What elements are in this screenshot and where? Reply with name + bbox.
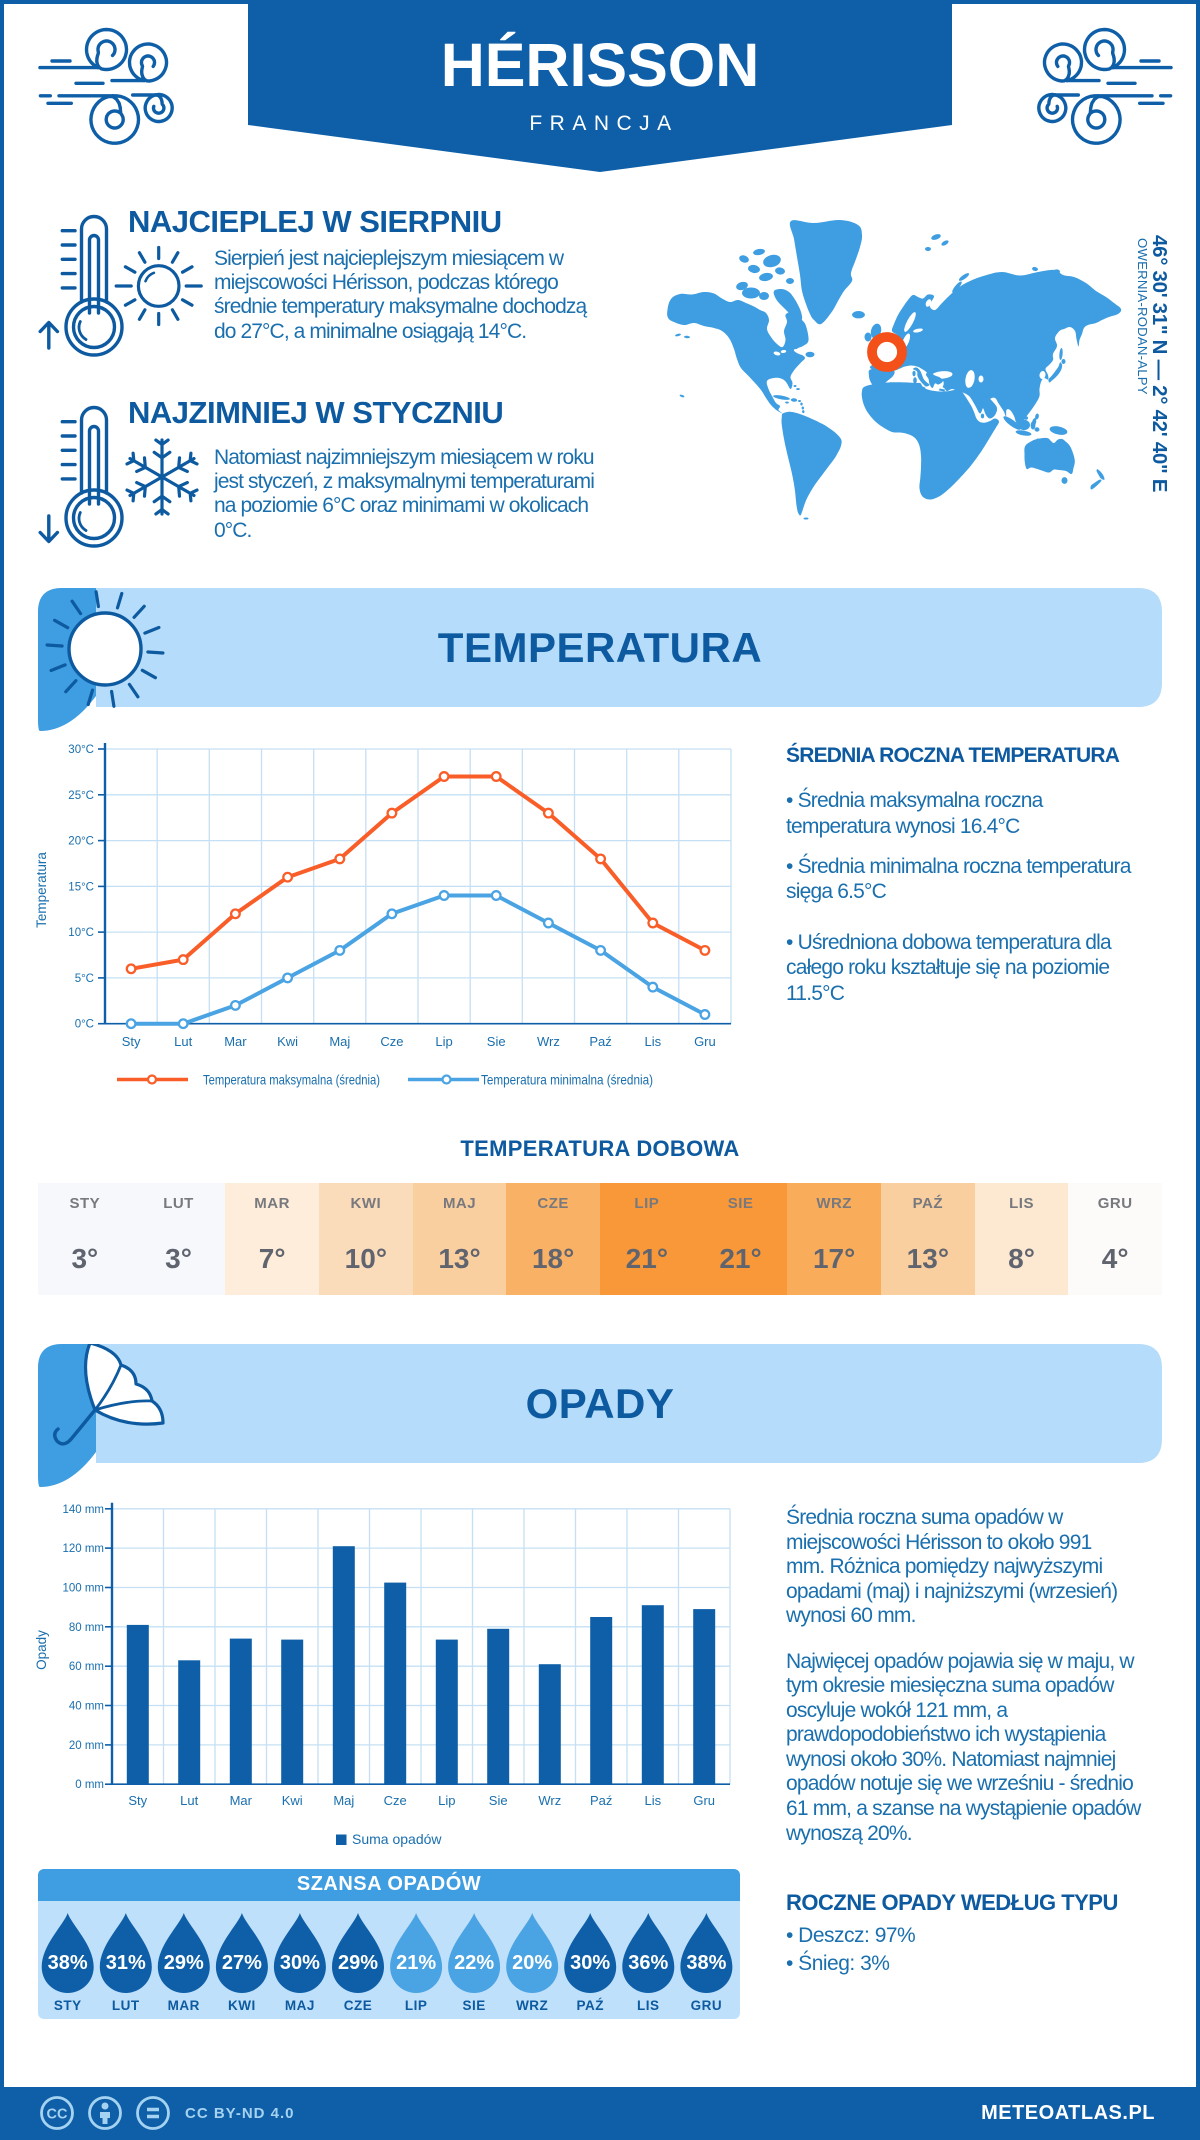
svg-text:KWI: KWI — [228, 1998, 256, 2013]
svg-text:WRZ: WRZ — [516, 1998, 548, 2013]
svg-text:Lis: Lis — [644, 1034, 661, 1049]
svg-text:20°C: 20°C — [68, 836, 94, 848]
svg-text:29%: 29% — [164, 1952, 204, 1974]
svg-text:100 mm: 100 mm — [62, 1583, 104, 1595]
svg-text:Lip: Lip — [438, 1793, 455, 1808]
svg-text:Lut: Lut — [174, 1034, 192, 1049]
svg-text:Lut: Lut — [180, 1793, 198, 1808]
svg-text:22%: 22% — [454, 1952, 494, 1974]
svg-text:Mar: Mar — [230, 1793, 253, 1808]
svg-text:21%: 21% — [396, 1952, 436, 1974]
svg-text:Maj: Maj — [333, 1793, 354, 1808]
svg-text:Lis: Lis — [644, 1793, 661, 1808]
svg-text:Sie: Sie — [487, 1034, 506, 1049]
svg-text:38%: 38% — [686, 1952, 726, 1974]
svg-text:Gru: Gru — [694, 1034, 716, 1049]
svg-text:Maj: Maj — [329, 1034, 350, 1049]
svg-text:Suma opadów: Suma opadów — [352, 1831, 442, 1847]
svg-text:30°C: 30°C — [68, 744, 94, 756]
svg-text:Paź: Paź — [589, 1034, 611, 1049]
svg-text:Sty: Sty — [122, 1034, 141, 1049]
svg-text:CZE: CZE — [344, 1998, 373, 2013]
svg-text:Mar: Mar — [224, 1034, 247, 1049]
svg-text:LIS: LIS — [637, 1998, 660, 2013]
svg-text:15°C: 15°C — [68, 881, 94, 893]
svg-text:Sty: Sty — [128, 1793, 147, 1808]
svg-text:STY: STY — [54, 1998, 82, 2013]
svg-text:0 mm: 0 mm — [75, 1779, 104, 1791]
svg-text:Cze: Cze — [384, 1793, 407, 1808]
svg-text:LUT: LUT — [112, 1998, 140, 2013]
svg-text:20 mm: 20 mm — [69, 1740, 104, 1752]
svg-text:Temperatura maksymalna (średni: Temperatura maksymalna (średnia) — [203, 1072, 380, 1088]
svg-text:PAŹ: PAŹ — [576, 1998, 604, 2013]
svg-text:Lip: Lip — [435, 1034, 452, 1049]
svg-text:30%: 30% — [280, 1952, 320, 1974]
svg-text:Paź: Paź — [590, 1793, 612, 1808]
svg-text:5°C: 5°C — [75, 973, 94, 985]
svg-text:Cze: Cze — [380, 1034, 403, 1049]
svg-text:LIP: LIP — [405, 1998, 428, 2013]
svg-text:10°C: 10°C — [68, 927, 94, 939]
svg-text:CC: CC — [47, 2107, 68, 2123]
svg-text:Kwi: Kwi — [282, 1793, 303, 1808]
svg-text:Temperatura minimalna (średnia: Temperatura minimalna (średnia) — [481, 1072, 653, 1088]
svg-text:25°C: 25°C — [68, 790, 94, 802]
svg-text:Sie: Sie — [489, 1793, 508, 1808]
svg-text:36%: 36% — [628, 1952, 668, 1974]
svg-text:Wrz: Wrz — [538, 1793, 561, 1808]
svg-text:80 mm: 80 mm — [69, 1622, 104, 1634]
svg-text:120 mm: 120 mm — [62, 1543, 104, 1555]
svg-text:29%: 29% — [338, 1952, 378, 1974]
svg-text:30%: 30% — [570, 1952, 610, 1974]
svg-text:GRU: GRU — [691, 1998, 723, 2013]
svg-text:Opady: Opady — [34, 1630, 49, 1670]
svg-text:20%: 20% — [512, 1952, 552, 1974]
svg-text:38%: 38% — [48, 1952, 88, 1974]
svg-text:40 mm: 40 mm — [69, 1701, 104, 1713]
svg-text:Temperatura: Temperatura — [34, 852, 49, 928]
svg-text:0°C: 0°C — [75, 1019, 94, 1031]
svg-text:MAR: MAR — [168, 1998, 200, 2013]
svg-text:140 mm: 140 mm — [62, 1504, 104, 1516]
svg-text:60 mm: 60 mm — [69, 1661, 104, 1673]
svg-text:31%: 31% — [106, 1952, 146, 1974]
svg-text:Wrz: Wrz — [537, 1034, 560, 1049]
svg-text:MAJ: MAJ — [285, 1998, 315, 2013]
svg-text:Kwi: Kwi — [277, 1034, 298, 1049]
svg-text:27%: 27% — [222, 1952, 262, 1974]
svg-text:SIE: SIE — [462, 1998, 485, 2013]
svg-text:Gru: Gru — [693, 1793, 715, 1808]
